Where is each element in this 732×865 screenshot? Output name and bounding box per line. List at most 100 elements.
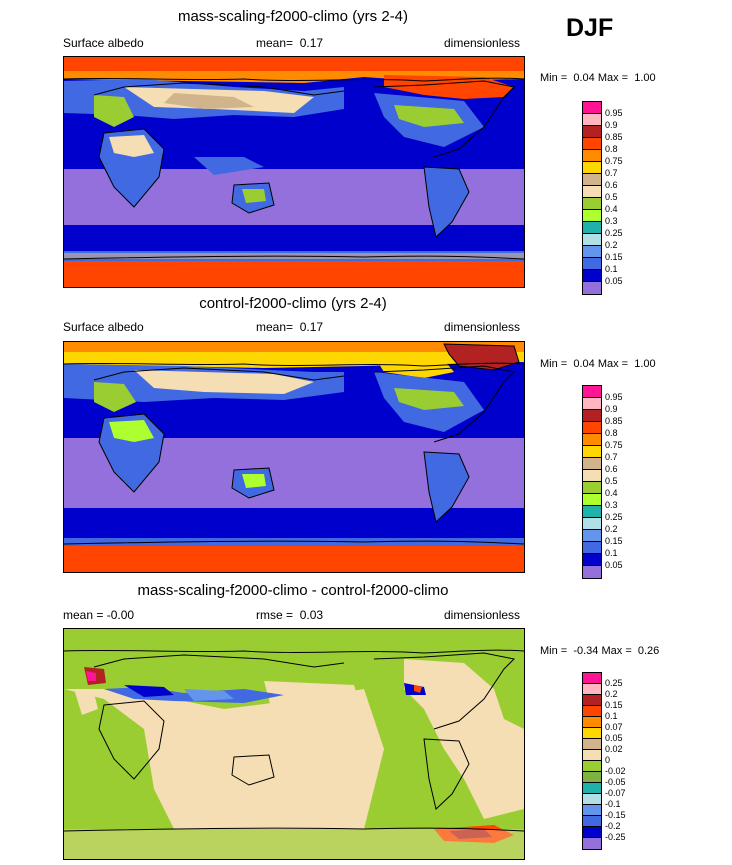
colorbar-tick-label: 0.7: [605, 452, 618, 462]
colorbar-tick-label: 0.25: [605, 678, 623, 688]
colorbar-tick-label: 0.05: [605, 733, 623, 743]
colorbar-tick-label: 0.6: [605, 464, 618, 474]
panel1-colorbar-swatch: [583, 198, 601, 210]
panel2-units: dimensionless: [444, 320, 521, 334]
panel3-colorbar-swatch: [583, 783, 601, 794]
panel2-colorbar-swatch: [583, 446, 601, 458]
panel3-colorbar-swatch: [583, 805, 601, 816]
colorbar-tick-label: 0.2: [605, 240, 618, 250]
panel2-colorbar-swatch: [583, 470, 601, 482]
colorbar-tick-label: -0.07: [605, 788, 626, 798]
colorbar-tick-label: 0.9: [605, 120, 618, 130]
colorbar-tick-label: 0.85: [605, 416, 623, 426]
colorbar-tick-label: 0.25: [605, 512, 623, 522]
colorbar-tick-label: 0.5: [605, 476, 618, 486]
panel1-colorbar-swatch: [583, 258, 601, 270]
colorbar-tick-label: 0.02: [605, 744, 623, 754]
panel1-colorbar-swatch: [583, 150, 601, 162]
panel2-colorbar-swatch: [583, 434, 601, 446]
colorbar-tick-label: 0.7: [605, 168, 618, 178]
panel3-title: mass-scaling-f2000-climo - control-f2000…: [137, 582, 449, 599]
colorbar-tick-label: 0.05: [605, 276, 623, 286]
colorbar-tick-label: -0.02: [605, 766, 626, 776]
colorbar-tick-label: 0.1: [605, 548, 618, 558]
panel2-mean: mean= 0.17: [256, 320, 324, 334]
panel3-colorbar-swatch: [583, 684, 601, 695]
panel3-minmax: Min = -0.34 Max = 0.26: [540, 645, 660, 657]
season-label: DJF: [566, 14, 614, 42]
panel3-units: dimensionless: [444, 608, 521, 622]
panel2-colorbar-swatch: [583, 518, 601, 530]
panel1-colorbar: [582, 101, 602, 295]
panel1-colorbar-swatch: [583, 174, 601, 186]
colorbar-tick-label: 0.85: [605, 132, 623, 142]
colorbar-tick-label: 0.95: [605, 108, 623, 118]
panel2-colorbar-swatch: [583, 542, 601, 554]
colorbar-tick-label: 0.6: [605, 180, 618, 190]
panel1-colorbar-swatch: [583, 222, 601, 234]
panel2-colorbar: [582, 385, 602, 579]
panel2-colorbar-swatch: [583, 530, 601, 542]
colorbar-tick-label: 0.1: [605, 264, 618, 274]
panel2-variable-label: Surface albedo: [63, 320, 144, 334]
panel1-colorbar-swatch: [583, 210, 601, 222]
colorbar-tick-label: -0.05: [605, 777, 626, 787]
panel3-colorbar-swatch: [583, 695, 601, 706]
panel3-colorbar-swatch: [583, 761, 601, 772]
colorbar-tick-label: 0.5: [605, 192, 618, 202]
colorbar-tick-label: 0.1: [605, 711, 618, 721]
colorbar-tick-label: 0.15: [605, 700, 623, 710]
colorbar-tick-label: 0.4: [605, 488, 618, 498]
colorbar-tick-label: 0.2: [605, 524, 618, 534]
panel3-mean: mean = -0.00: [63, 608, 135, 622]
colorbar-tick-label: 0.3: [605, 500, 618, 510]
panel3-colorbar-swatch: [583, 728, 601, 739]
panel1-colorbar-swatch: [583, 234, 601, 246]
colorbar-tick-label: 0: [605, 755, 611, 765]
panel2-colorbar-swatch: [583, 386, 601, 398]
panel1-minmax: Min = 0.04 Max = 1.00: [540, 72, 656, 84]
colorbar-tick-label: 0.8: [605, 144, 618, 154]
panel2-colorbar-swatch: [583, 398, 601, 410]
colorbar-tick-label: 0.25: [605, 228, 623, 238]
panel1-map: [63, 56, 525, 288]
panel3-colorbar: [582, 672, 602, 850]
panel1-colorbar-swatch: [583, 162, 601, 174]
panel1-colorbar-swatch: [583, 126, 601, 138]
colorbar-tick-label: 0.05: [605, 560, 623, 570]
colorbar-tick-label: -0.15: [605, 810, 626, 820]
panel1-colorbar-swatch: [583, 114, 601, 126]
colorbar-tick-label: 0.4: [605, 204, 618, 214]
colorbar-tick-label: 0.9: [605, 404, 618, 414]
colorbar-tick-label: -0.2: [605, 821, 621, 831]
colorbar-tick-label: 0.07: [605, 722, 623, 732]
panel1-variable-label: Surface albedo: [63, 36, 144, 50]
colorbar-tick-label: 0.3: [605, 216, 618, 226]
panel1-colorbar-swatch: [583, 282, 601, 294]
panel2-colorbar-swatch: [583, 506, 601, 518]
panel2-minmax: Min = 0.04 Max = 1.00: [540, 358, 656, 370]
panel1-title: mass-scaling-f2000-climo (yrs 2-4): [177, 8, 409, 25]
panel2-colorbar-swatch: [583, 482, 601, 494]
colorbar-tick-label: 0.15: [605, 252, 623, 262]
panel2-colorbar-swatch: [583, 494, 601, 506]
colorbar-tick-label: 0.75: [605, 440, 623, 450]
panel1-units: dimensionless: [444, 36, 521, 50]
colorbar-tick-label: -0.25: [605, 832, 626, 842]
panel3-colorbar-swatch: [583, 794, 601, 805]
panel3-colorbar-swatch: [583, 816, 601, 827]
panel1-colorbar-swatch: [583, 102, 601, 114]
panel2-colorbar-swatch: [583, 566, 601, 578]
panel2-colorbar-swatch: [583, 554, 601, 566]
panel1-mean: mean= 0.17: [256, 36, 324, 50]
panel2-title: control-f2000-climo (yrs 2-4): [199, 295, 387, 312]
panel3-map: [63, 628, 525, 860]
panel1-colorbar-swatch: [583, 270, 601, 282]
colorbar-tick-label: 0.2: [605, 689, 618, 699]
panel3-colorbar-swatch: [583, 739, 601, 750]
colorbar-tick-label: 0.75: [605, 156, 623, 166]
panel3-colorbar-swatch: [583, 827, 601, 838]
panel3-colorbar-swatch: [583, 717, 601, 728]
panel3-colorbar-swatch: [583, 838, 601, 849]
colorbar-tick-label: -0.1: [605, 799, 621, 809]
